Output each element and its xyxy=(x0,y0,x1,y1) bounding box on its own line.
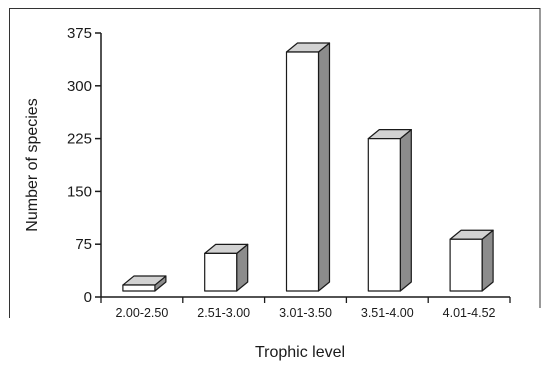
y-tick-label: 225 xyxy=(67,131,92,148)
axes xyxy=(100,33,510,298)
x-ticks: 2.00-2.50 2.51-3.00 3.01-3.50 3.51-4.00 4.01… xyxy=(100,297,511,320)
bar xyxy=(367,129,412,292)
bar-side xyxy=(481,229,494,292)
y-axis-title: Number of species xyxy=(24,98,41,231)
bar-front xyxy=(285,51,320,292)
x-tick-label: 2.51-3.00 xyxy=(197,306,250,320)
bar-front xyxy=(122,284,156,292)
bar xyxy=(285,42,331,292)
bar xyxy=(204,243,249,292)
bar-front xyxy=(449,238,483,292)
x-tick-label: 4.01-4.52 xyxy=(443,306,496,320)
y-tick-label: 75 xyxy=(75,236,92,253)
bar-front xyxy=(204,252,238,292)
bar-side xyxy=(317,42,331,292)
y-tick-label: 375 xyxy=(67,25,92,42)
y-tick-label: 150 xyxy=(67,183,92,200)
y-tick-label: 300 xyxy=(67,78,92,95)
y-ticks: 0 75 150 225 300 375 xyxy=(67,25,101,306)
x-axis-title: Trophic level xyxy=(255,344,345,361)
x-tick-label: 3.51-4.00 xyxy=(361,306,414,320)
bars xyxy=(122,42,494,292)
x-tick-label: 2.00-2.50 xyxy=(115,306,168,320)
bar-front xyxy=(367,138,401,292)
bar xyxy=(122,275,167,292)
x-tick-label: 3.01-3.50 xyxy=(279,306,332,320)
y-tick-label: 0 xyxy=(84,289,92,306)
bar xyxy=(449,229,494,292)
bar-side xyxy=(399,129,412,292)
